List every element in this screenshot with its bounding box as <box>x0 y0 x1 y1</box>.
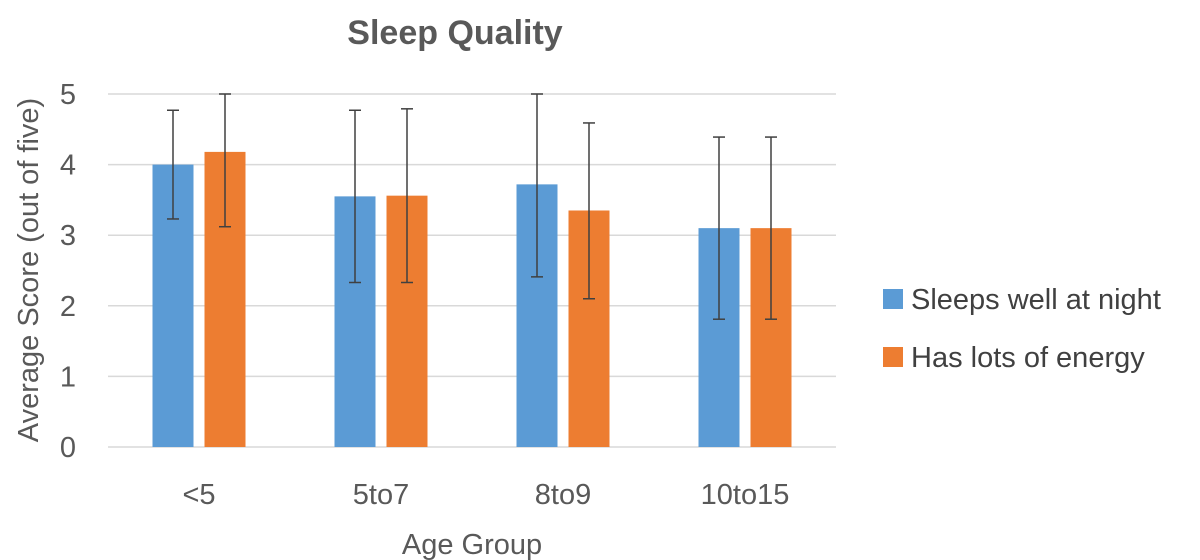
y-tick-label: 5 <box>60 79 76 111</box>
error-bar <box>401 108 413 284</box>
error-bar <box>349 109 361 284</box>
bars <box>152 151 792 448</box>
y-axis-label: Average Score (out of five) <box>13 98 45 442</box>
error-bar <box>167 109 179 220</box>
y-tick-label: 3 <box>60 220 76 252</box>
legend-item: Has lots of energy <box>883 342 1145 374</box>
error-bars <box>167 93 777 320</box>
y-tick-label: 4 <box>60 150 76 182</box>
y-tick-label: 0 <box>60 432 76 464</box>
error-bar <box>219 93 231 228</box>
x-tick-label: <5 <box>182 479 215 511</box>
legend-swatch <box>883 347 903 367</box>
legend: Sleeps well at night Has lots of energy <box>883 284 1161 374</box>
x-tick-label: 5to7 <box>353 479 409 511</box>
legend-swatch <box>883 289 903 309</box>
x-axis-label: Age Group <box>402 529 542 560</box>
y-tick-label: 1 <box>60 361 76 393</box>
error-bar <box>583 122 595 300</box>
x-axis-ticks: <5 5to7 8to9 10to15 <box>182 479 789 511</box>
x-tick-label: 8to9 <box>535 479 591 511</box>
legend-item: Sleeps well at night <box>883 284 1161 316</box>
y-tick-label: 2 <box>60 291 76 323</box>
error-bar <box>713 136 725 320</box>
chart-title: Sleep Quality <box>347 14 562 52</box>
error-bar <box>531 93 543 278</box>
y-axis-ticks: 0 1 2 3 4 5 <box>60 79 76 464</box>
error-bar <box>765 136 777 320</box>
x-tick-label: 10to15 <box>701 479 790 511</box>
legend-label: Sleeps well at night <box>911 284 1161 316</box>
legend-label: Has lots of energy <box>911 342 1145 374</box>
